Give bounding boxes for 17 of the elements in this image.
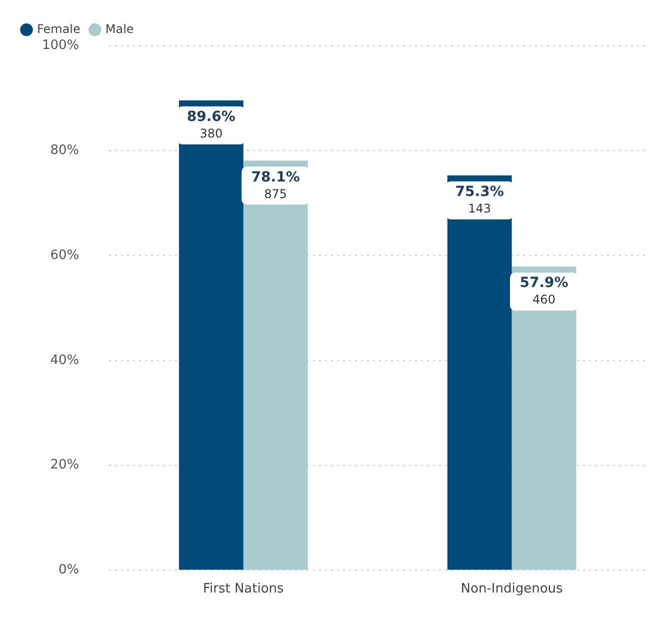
data-label: 57.9% 460 <box>520 275 568 307</box>
legend-label: Female <box>37 22 80 36</box>
x-tick-label: Non-Indigenous <box>460 581 564 596</box>
legend-label: Male <box>105 22 134 36</box>
y-tick-label: 40% <box>50 352 80 368</box>
data-label: 89.6% 380 <box>186 108 236 140</box>
y-tick-label: 80% <box>50 143 80 158</box>
y-tick-label: 20% <box>50 458 80 473</box>
y-tick-label: 100% <box>42 38 80 54</box>
x-tick-label: First Nations <box>202 581 284 596</box>
bar <box>243 160 308 570</box>
y-tick-label: 60% <box>50 248 80 263</box>
bar <box>447 175 512 570</box>
data-label: 78.1% 875 <box>251 169 300 201</box>
bar <box>178 100 244 570</box>
data-label: 75.3% 143 <box>455 184 504 216</box>
y-tick-label: 0% <box>58 562 80 578</box>
